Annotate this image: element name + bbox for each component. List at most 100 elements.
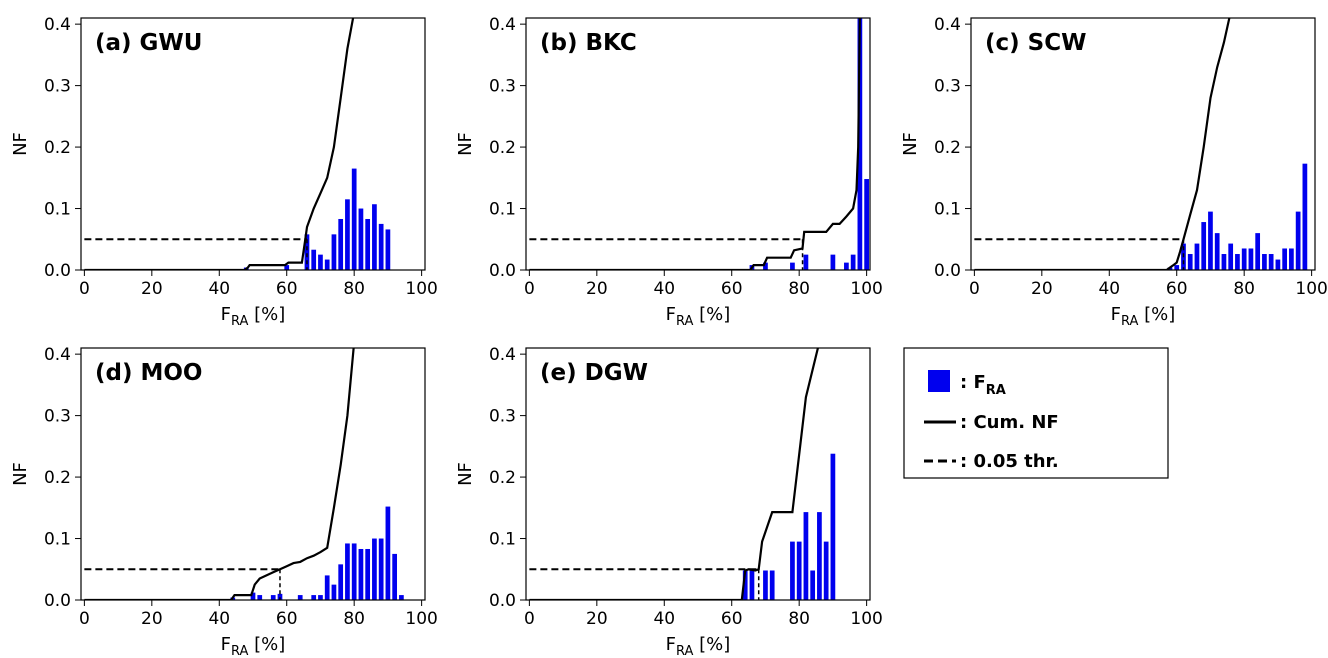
y-tick-label: 0.2 bbox=[489, 468, 516, 488]
panel-title: (b) BKC bbox=[540, 30, 637, 56]
y-axis-label: NF bbox=[455, 462, 476, 486]
bar bbox=[803, 254, 809, 270]
x-tick-label: 100 bbox=[1295, 279, 1327, 299]
y-tick-label: 0.3 bbox=[44, 407, 71, 427]
plot-area bbox=[529, 348, 836, 600]
bar bbox=[810, 570, 816, 600]
bar bbox=[372, 204, 377, 270]
x-tick-label: 100 bbox=[850, 609, 882, 629]
x-tick-label: 0 bbox=[524, 279, 535, 299]
x-tick-label: 60 bbox=[276, 609, 298, 629]
y-tick-label: 0.4 bbox=[934, 15, 961, 35]
axes-frame bbox=[525, 347, 871, 601]
bar bbox=[830, 254, 836, 270]
y-tick-label: 0.1 bbox=[489, 530, 516, 550]
bar bbox=[763, 262, 768, 270]
bar bbox=[1275, 259, 1281, 270]
panels: 0 20 40 60 80 100 0.0 0.1 0.2 0.3 0.4 FRA [%] NF (a) … bbox=[10, 15, 1328, 658]
bar bbox=[345, 543, 350, 600]
bar bbox=[250, 592, 256, 600]
y-axis-label: NF bbox=[10, 132, 31, 156]
x-tick-label: 40 bbox=[1098, 279, 1120, 299]
x-tick-label: 100 bbox=[405, 279, 437, 299]
legend-label-cum: : Cum. NF bbox=[960, 412, 1059, 433]
bar bbox=[763, 570, 768, 600]
cumulative-nf-line bbox=[529, 18, 861, 270]
bar bbox=[749, 570, 755, 600]
bar bbox=[1187, 254, 1193, 270]
panel-4: 0 20 40 60 80 100 0.0 0.1 0.2 0.3 0.4 FRA [%] NF (d) … bbox=[10, 345, 438, 658]
bar bbox=[311, 249, 317, 270]
legend-label-fra-sub: RA bbox=[986, 383, 1006, 398]
bar bbox=[351, 543, 357, 600]
y-tick-label: 0.3 bbox=[934, 77, 961, 97]
bar bbox=[769, 570, 775, 600]
bar bbox=[1302, 163, 1308, 270]
bar bbox=[830, 453, 836, 600]
plot-area bbox=[529, 18, 869, 270]
x-tick-label: 0 bbox=[969, 279, 980, 299]
bar bbox=[318, 595, 323, 600]
bar bbox=[1228, 243, 1234, 270]
y-tick-label: 0.1 bbox=[489, 200, 516, 220]
bar bbox=[331, 234, 337, 270]
panel-title: (e) DGW bbox=[540, 360, 648, 386]
bar bbox=[1295, 211, 1301, 270]
x-axis-label: FRA [%] bbox=[221, 304, 286, 329]
bar bbox=[850, 254, 856, 270]
y-tick-label: 0.2 bbox=[489, 138, 516, 158]
x-tick-label: 20 bbox=[586, 609, 608, 629]
y-tick-label: 0.0 bbox=[489, 591, 516, 611]
legend-label-fra: : FRA bbox=[960, 372, 1006, 398]
legend-label-thr: : 0.05 thr. bbox=[960, 451, 1059, 472]
legend-bar-swatch bbox=[928, 370, 950, 392]
bar bbox=[324, 575, 330, 600]
bar bbox=[1268, 254, 1274, 270]
x-tick-label: 20 bbox=[1031, 279, 1053, 299]
y-tick-label: 0.3 bbox=[489, 407, 516, 427]
legend: : FRA : Cum. NF : 0.05 thr. bbox=[903, 347, 1169, 479]
bar bbox=[796, 541, 802, 600]
bar bbox=[311, 595, 317, 600]
bar bbox=[385, 229, 391, 270]
y-tick-label: 0.2 bbox=[934, 138, 961, 158]
bar bbox=[803, 512, 809, 600]
bar bbox=[1174, 265, 1180, 270]
cumulative-nf-line bbox=[84, 348, 355, 600]
bar bbox=[1194, 243, 1200, 270]
bar bbox=[297, 595, 303, 600]
y-tick-label: 0.2 bbox=[44, 138, 71, 158]
x-tick-label: 0 bbox=[79, 609, 90, 629]
bar bbox=[338, 564, 344, 600]
x-tick-label: 20 bbox=[141, 279, 163, 299]
y-tick-label: 0.4 bbox=[489, 15, 516, 35]
legend-label-fra-main: : F bbox=[960, 372, 986, 393]
x-tick-label: 80 bbox=[343, 279, 365, 299]
cumulative-nf-line bbox=[974, 18, 1231, 270]
bar bbox=[399, 595, 404, 600]
bar bbox=[358, 208, 364, 270]
axes-frame bbox=[80, 17, 426, 271]
bar bbox=[1214, 233, 1220, 270]
x-tick-label: 40 bbox=[653, 609, 675, 629]
bar bbox=[378, 223, 384, 270]
bar bbox=[857, 18, 863, 270]
bar bbox=[1248, 248, 1254, 270]
bar bbox=[277, 593, 283, 600]
bar bbox=[358, 548, 364, 600]
x-tick-label: 40 bbox=[208, 279, 230, 299]
bar bbox=[790, 262, 795, 270]
bar bbox=[338, 218, 344, 270]
bar bbox=[331, 584, 337, 600]
x-tick-label: 60 bbox=[721, 279, 743, 299]
x-tick-label: 0 bbox=[524, 609, 535, 629]
bar bbox=[284, 265, 290, 270]
bar bbox=[790, 541, 795, 600]
y-tick-label: 0.0 bbox=[934, 261, 961, 281]
bar bbox=[1262, 254, 1267, 270]
x-tick-label: 0 bbox=[79, 279, 90, 299]
bar bbox=[1241, 248, 1247, 270]
x-tick-label: 40 bbox=[653, 279, 675, 299]
bar bbox=[1235, 254, 1240, 270]
